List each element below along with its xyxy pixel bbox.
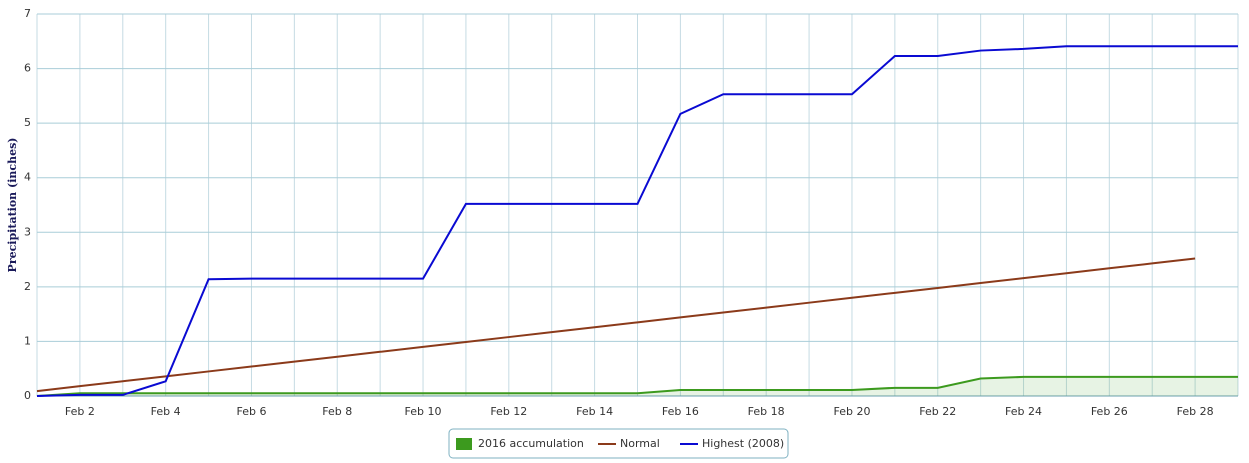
y-tick-label: 0 — [24, 389, 31, 402]
x-tick-label: Feb 10 — [405, 405, 442, 418]
legend-box — [448, 428, 789, 459]
y-tick-label: 4 — [24, 171, 31, 184]
legend-label: 2016 accumulation — [478, 437, 584, 450]
x-tick-label: Feb 6 — [236, 405, 266, 418]
series-line — [36, 45, 1238, 397]
x-tick-label: Feb 12 — [490, 405, 527, 418]
x-tick-label: Feb 22 — [919, 405, 956, 418]
series-line — [36, 257, 1196, 393]
y-tick-label: 1 — [24, 334, 31, 347]
y-tick-label: 2 — [24, 280, 31, 293]
x-tick-label: Feb 28 — [1177, 405, 1214, 418]
x-tick-label: Feb 20 — [833, 405, 870, 418]
y-tick-label: 5 — [24, 116, 31, 129]
x-tick-label: Feb 8 — [322, 405, 352, 418]
plot-area — [36, 13, 1239, 397]
x-tick-label: Feb 24 — [1005, 405, 1042, 418]
x-tick-label: Feb 2 — [65, 405, 95, 418]
y-tick-label: 7 — [24, 7, 31, 20]
area-fill — [37, 376, 1238, 396]
legend-swatch — [456, 438, 472, 450]
x-tick-label: Feb 14 — [576, 405, 613, 418]
x-tick-label: Feb 16 — [662, 405, 699, 418]
y-tick-label: 3 — [24, 225, 31, 238]
x-tick-label: Feb 18 — [748, 405, 785, 418]
y-axis-label: Precipitation (inches) — [6, 138, 19, 273]
y-tick-label: 6 — [24, 62, 31, 75]
legend-label: Normal — [620, 437, 660, 450]
legend-label: Highest (2008) — [702, 437, 784, 450]
x-tick-label: Feb 26 — [1091, 405, 1128, 418]
x-tick-label: Feb 4 — [151, 405, 181, 418]
series-line — [36, 375, 1238, 397]
